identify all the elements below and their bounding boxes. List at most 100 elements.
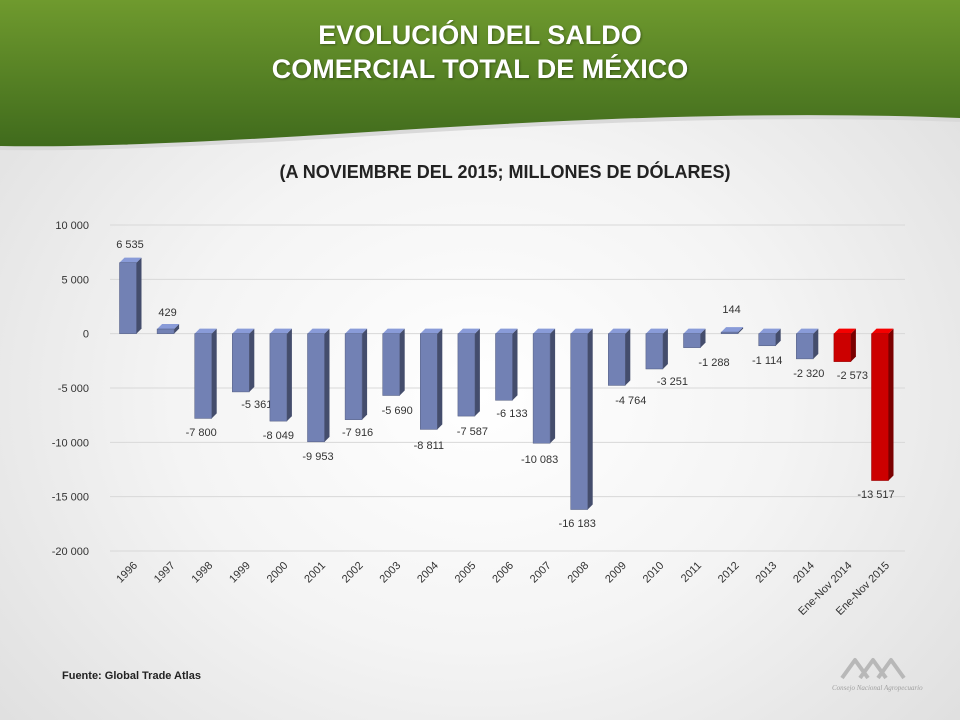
bar: [570, 333, 588, 510]
x-tick-label: 2013: [754, 560, 780, 586]
bar: [608, 333, 626, 386]
bar: [156, 328, 175, 334]
y-tick-label: -5 000: [58, 383, 89, 395]
data-label: -2 573: [837, 370, 868, 382]
bar: [194, 333, 212, 419]
bar: [232, 333, 250, 393]
data-label: -3 251: [657, 376, 688, 388]
bar: [420, 333, 438, 430]
x-tick-label: 1998: [190, 560, 216, 586]
bar: [871, 333, 889, 481]
data-label: -5 361: [241, 399, 272, 411]
bar-side: [888, 328, 894, 481]
data-label: -1 114: [752, 355, 782, 367]
bar: [269, 333, 288, 422]
bar: [833, 333, 852, 362]
bar: [532, 333, 551, 444]
bar-side: [136, 257, 142, 334]
y-tick-label: -10 000: [52, 437, 89, 449]
bar-side: [437, 328, 443, 430]
x-tick-label: 1996: [114, 560, 140, 586]
x-tick-label: 2002: [340, 560, 366, 586]
bar: [645, 333, 664, 370]
bar-top: [721, 327, 744, 333]
logo-text: Consejo Nacional Agropecuario: [832, 684, 923, 692]
bar: [119, 262, 137, 334]
consejo-logo-icon: Consejo Nacional Agropecuario: [832, 658, 923, 692]
chart-subtitle: (A NOVIEMBRE DEL 2015; MILLONES DE DÓLAR…: [279, 162, 731, 182]
bar-top: [157, 324, 180, 330]
data-label: -10 083: [521, 454, 558, 466]
bar-top: [382, 328, 405, 334]
bar-top: [570, 328, 593, 334]
bar-top: [457, 328, 480, 334]
x-tick-label: 2003: [378, 560, 404, 586]
bar-side: [700, 328, 706, 348]
bar-top: [833, 328, 856, 334]
bar-top: [194, 328, 217, 334]
data-label: -8 049: [263, 430, 294, 442]
bar-side: [738, 327, 744, 334]
bar-side: [174, 324, 180, 334]
x-tick-label: 2012: [716, 560, 742, 586]
bar-side: [399, 328, 405, 396]
bar-top: [345, 328, 368, 334]
bar: [307, 333, 325, 443]
bar-top: [533, 328, 556, 334]
y-tick-label: 5 000: [61, 274, 89, 286]
data-label: -4 764: [615, 395, 646, 407]
bar-top: [871, 328, 894, 334]
bar: [758, 333, 776, 347]
bar-top: [420, 328, 443, 334]
bar: [344, 333, 363, 420]
data-label: 144: [722, 304, 740, 316]
page-title: EVOLUCIÓN DEL SALDO COMERCIAL TOTAL DE M…: [0, 18, 960, 86]
bar: [720, 331, 739, 334]
bar-side: [324, 328, 330, 442]
x-tick-label: 1999: [227, 560, 253, 586]
data-label: -1 288: [698, 357, 729, 369]
bar-side: [662, 328, 668, 369]
bar-side: [286, 328, 292, 422]
data-label: -9 953: [302, 451, 333, 463]
data-label: -2 320: [793, 368, 824, 380]
data-label: -6 133: [496, 408, 527, 420]
bar-top: [119, 257, 142, 263]
bar-side: [362, 328, 368, 420]
y-tick-label: -15 000: [52, 492, 89, 504]
bar-side: [512, 328, 518, 401]
bar-side: [625, 328, 631, 386]
data-label: -7 800: [186, 427, 217, 439]
data-label: 6 535: [116, 239, 144, 251]
bar-top: [683, 328, 706, 334]
y-tick-label: 0: [83, 329, 89, 341]
x-tick-label: 1997: [152, 560, 178, 586]
bar-side: [775, 328, 781, 346]
x-tick-label: 2005: [453, 560, 479, 586]
bar-side: [813, 328, 819, 359]
bar: [382, 333, 400, 396]
bar-top: [232, 328, 255, 334]
bar-top: [758, 328, 781, 334]
x-tick-label: 2001: [302, 560, 328, 586]
y-tick-label: -20 000: [52, 546, 89, 558]
x-tick-label: 2011: [679, 560, 704, 585]
data-label: -7 587: [457, 426, 488, 438]
bar-top: [269, 328, 292, 334]
x-tick-label: 2009: [603, 560, 629, 586]
data-label: -13 517: [857, 489, 894, 501]
bar: [796, 333, 814, 360]
x-tick-label: 2007: [528, 560, 554, 586]
bar-top: [307, 328, 330, 334]
x-tick-label: 2014: [791, 560, 817, 586]
source-note: Fuente: Global Trade Atlas: [62, 670, 201, 682]
x-tick-label: 2010: [641, 560, 667, 586]
x-tick-label: 2000: [265, 560, 291, 586]
y-tick-label: 10 000: [55, 220, 89, 232]
bar-top: [645, 328, 668, 334]
bar-top: [495, 328, 518, 334]
header-band: [0, 0, 960, 151]
bar: [683, 333, 701, 348]
data-label: -16 183: [559, 518, 596, 530]
